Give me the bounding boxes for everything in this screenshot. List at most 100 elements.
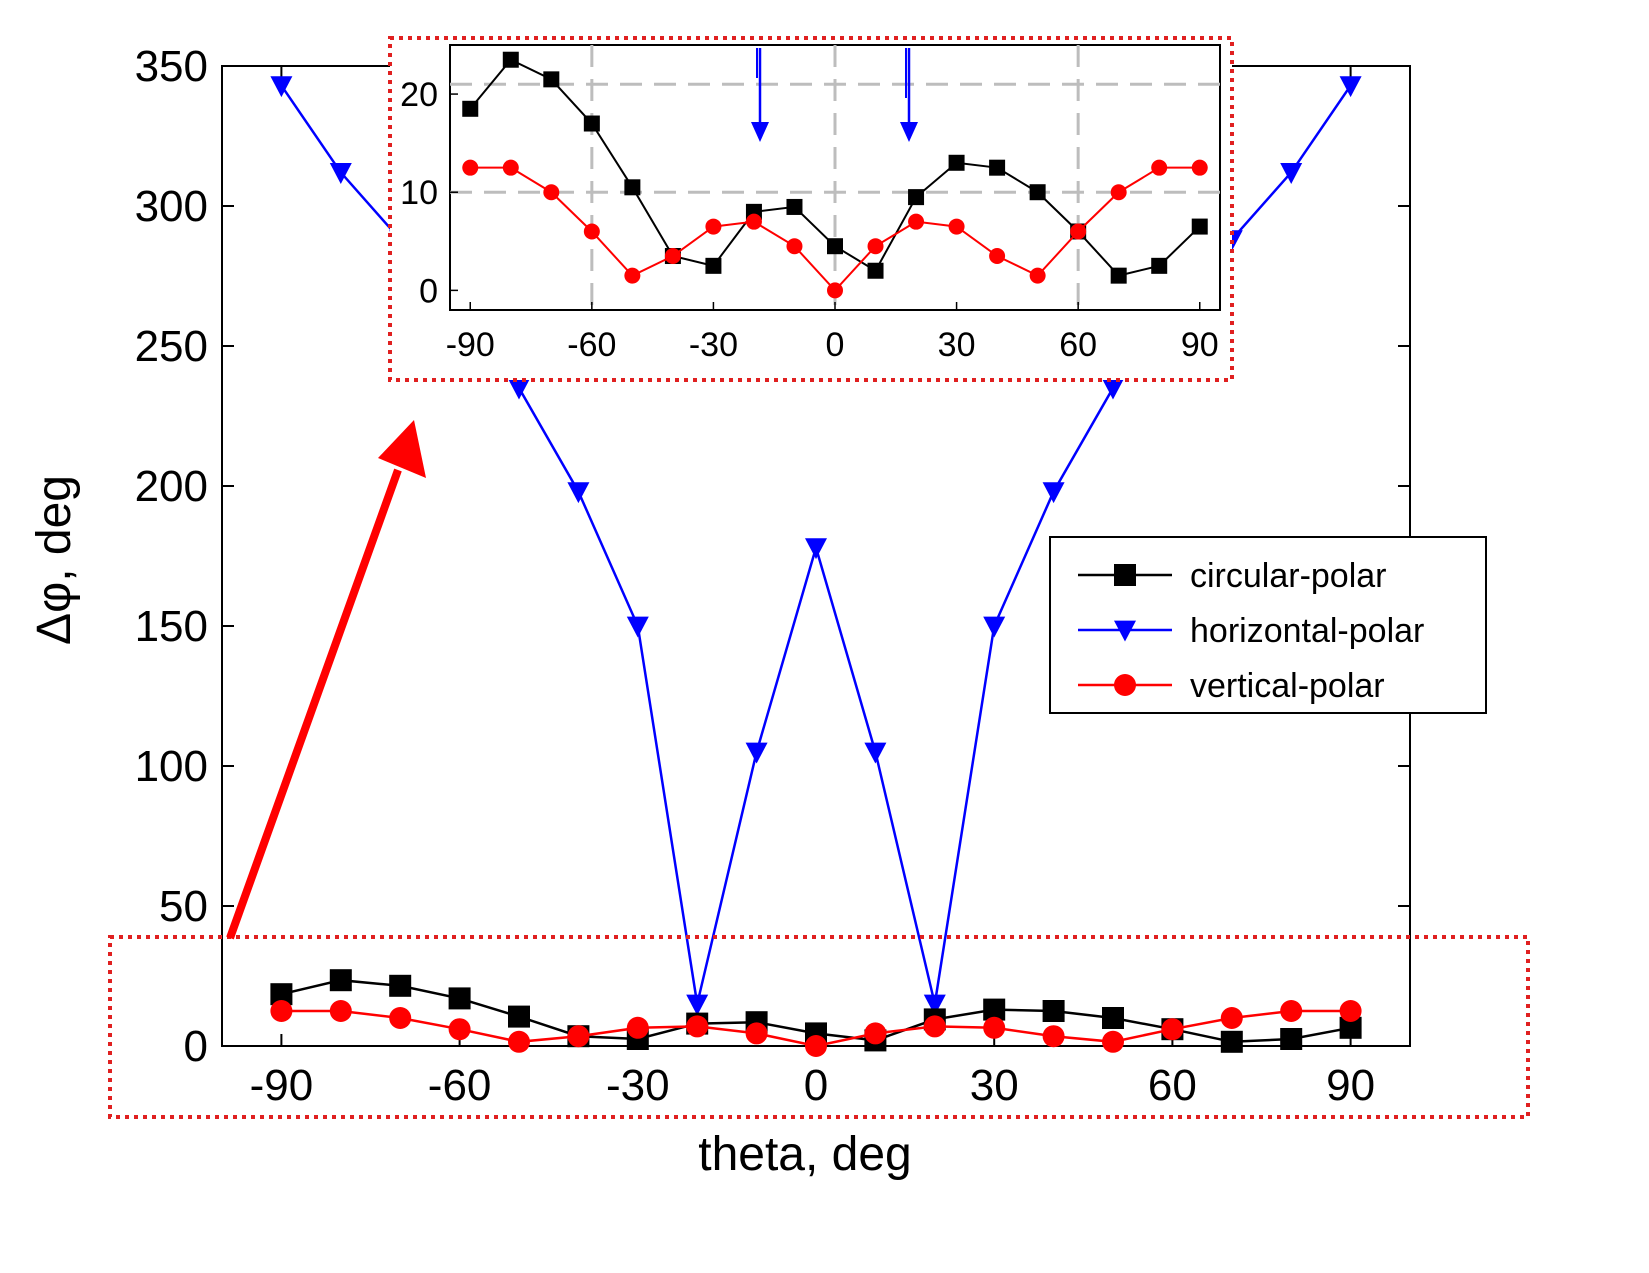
inset-vertical-polar-point: [1029, 267, 1046, 284]
vertical-polar-point: [1161, 1018, 1184, 1041]
x-tick-label: 90: [1326, 1061, 1375, 1110]
main-series: [270, 76, 1362, 1057]
inset-ticks: -90 -60 -30 0 30 60 90 0 10 20: [400, 76, 1218, 364]
inset-vertical-polar-point: [1151, 159, 1168, 176]
inset-vertical-polar-point: [1191, 159, 1208, 176]
horizontal-polar-point: [567, 482, 590, 504]
inset-circular-polar-point: [583, 115, 600, 132]
legend-vertical-polar-marker: [1114, 674, 1136, 696]
legend: circular-polar horizontal-polar vertical-p…: [1049, 536, 1487, 714]
x-tick-label: -30: [606, 1061, 670, 1110]
inset-circular-polar-point: [989, 159, 1006, 176]
inset-x-tick-label: 60: [1059, 326, 1097, 364]
inset-circular-polar-point: [543, 71, 560, 88]
circular-polar-point: [1042, 1000, 1065, 1022]
circular-polar-point: [983, 998, 1006, 1021]
circular-polar-point: [448, 987, 471, 1010]
inset-vertical-polar-point: [583, 223, 600, 240]
inset-y-tick-label: 0: [419, 272, 438, 310]
inset-circular-polar-point: [705, 257, 722, 274]
inset-circular-polar-point: [827, 238, 843, 255]
inset-x-tick-label: 30: [938, 326, 976, 364]
horizontal-polar-point: [1339, 76, 1362, 98]
inset-x-tick-label: -60: [567, 326, 616, 364]
inset-circular-polar-point: [1110, 267, 1127, 284]
vertical-polar-point: [1102, 1030, 1124, 1053]
inset-circular-polar-point: [1029, 184, 1046, 201]
legend-horizontal-polar-marker: [1114, 620, 1136, 642]
inset-vertical-polar-point: [502, 159, 519, 176]
inset-x-tick-label: 0: [826, 326, 845, 364]
vertical-polar-point: [270, 1000, 293, 1022]
y-tick-label: 50: [159, 882, 208, 931]
y-tick-label: 300: [135, 182, 208, 231]
x-tick-label: 30: [970, 1061, 1019, 1110]
x-tick-label: 60: [1148, 1061, 1197, 1110]
inset-vertical-polar-point: [745, 213, 762, 230]
legend-circular-polar-label: circular-polar: [1190, 557, 1387, 595]
inset-vertical-polar-point: [867, 238, 884, 255]
x-tick-label: 0: [804, 1061, 828, 1110]
horizontal-polar-point: [983, 616, 1006, 638]
y-tick-label: 100: [135, 742, 208, 791]
horizontal-polar-point: [1280, 163, 1303, 184]
vertical-polar-point: [508, 1030, 530, 1053]
circular-polar-point: [329, 969, 352, 992]
horizontal-polar-point: [508, 378, 530, 400]
inset-vertical-polar-point: [908, 213, 925, 230]
y-tick-label: 350: [135, 42, 208, 91]
y-tick-label: 150: [135, 602, 208, 651]
inset-circular-polar-point: [462, 100, 479, 117]
vertical-polar-point: [448, 1018, 471, 1041]
horizontal-polar-point: [329, 163, 352, 184]
circular-polar-point: [1220, 1030, 1243, 1053]
vertical-polar-point: [1220, 1007, 1243, 1029]
horizontal-polar-point: [1102, 378, 1124, 400]
legend-circular-polar-marker: [1114, 564, 1136, 586]
inset-grid: [450, 45, 1220, 310]
x-axis-label: theta, deg: [698, 1128, 912, 1181]
horizontal-polar-point: [270, 76, 293, 98]
inset-vertical-polar-point: [462, 159, 479, 176]
horizontal-polar-point: [686, 994, 709, 1016]
vertical-polar-point: [805, 1035, 827, 1057]
inset-vertical-polar-point: [786, 238, 803, 255]
inset-y-tick-label: 20: [400, 76, 438, 114]
inset-vertical-polar-point: [948, 218, 965, 235]
inset-circular-polar-point: [1151, 257, 1168, 274]
y-tick-label: 250: [135, 322, 208, 371]
inset-vertical-polar-point: [664, 248, 681, 265]
y-tick-label: 0: [184, 1022, 208, 1071]
inset-circular-polar-point: [624, 179, 641, 196]
vertical-polar-point: [923, 1015, 946, 1038]
circular-polar-point: [1102, 1007, 1124, 1029]
horizontal-polar-point: [864, 742, 887, 764]
vertical-polar-point: [686, 1015, 709, 1038]
zoom-arrow: [226, 420, 426, 940]
inset-x-tick-label: -90: [446, 326, 495, 364]
horizontal-polar-point: [745, 742, 768, 764]
vertical-polar-point: [983, 1016, 1006, 1039]
inset-circular-polar-point: [786, 198, 803, 215]
inset-plot: -90 -60 -30 0 30 60 90 0 10 20: [388, 36, 1234, 382]
inset-vertical-polar-point: [1110, 184, 1127, 201]
vertical-polar-point: [567, 1025, 590, 1048]
inset-vertical-polar-point: [543, 184, 560, 201]
vertical-polar-point: [329, 1000, 352, 1022]
legend-horizontal-polar-label: horizontal-polar: [1190, 612, 1424, 650]
circular-polar-point: [508, 1005, 530, 1028]
inset-circular-polar-point: [908, 189, 925, 206]
x-tick-label: -60: [428, 1061, 492, 1110]
highlight-box-lower: [108, 935, 1530, 1119]
vertical-polar-point: [1280, 1000, 1303, 1022]
inset-vertical-polar-point: [624, 267, 641, 284]
inset-x-tick-label: 90: [1181, 326, 1219, 364]
circular-polar-point: [1280, 1028, 1303, 1050]
horizontal-polar-point: [1042, 482, 1065, 504]
inset-circular-polar-point: [1191, 218, 1208, 235]
vertical-polar-point: [745, 1022, 768, 1045]
horizontal-polar-point: [923, 994, 946, 1016]
vertical-polar-point: [626, 1016, 649, 1039]
inset-y-tick-label: 10: [400, 174, 438, 212]
